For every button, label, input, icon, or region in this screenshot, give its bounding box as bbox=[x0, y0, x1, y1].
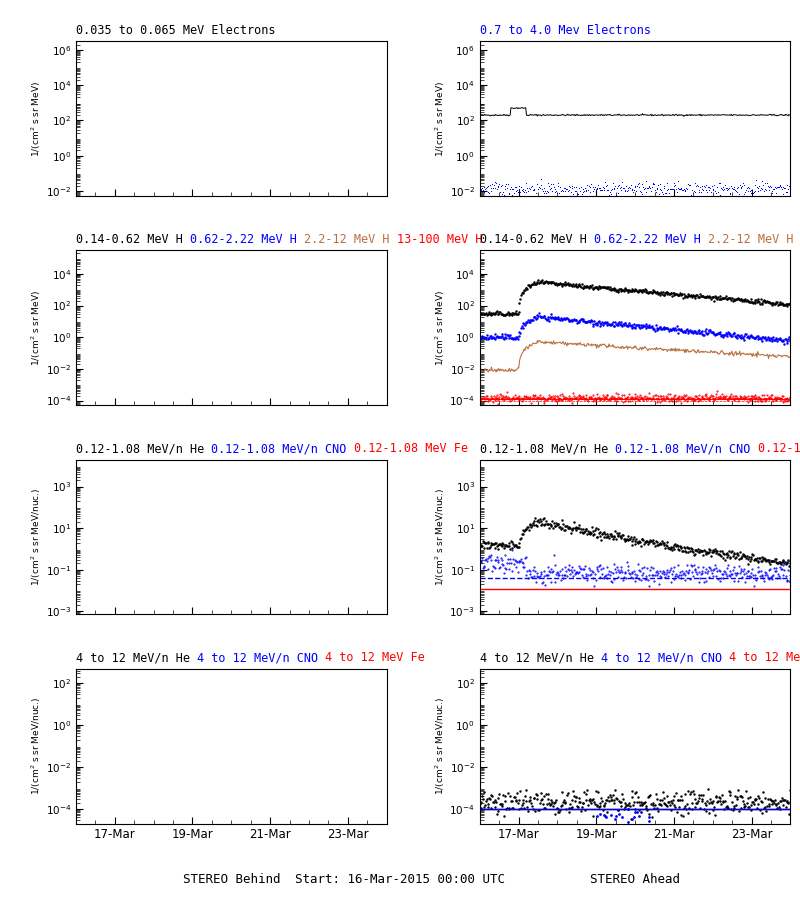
Text: 0.12-1.08 MeV Fe: 0.12-1.08 MeV Fe bbox=[354, 442, 475, 455]
Text: 4 to 12 MeV Fe: 4 to 12 MeV Fe bbox=[326, 651, 432, 664]
Y-axis label: $1/(\mathregular{cm^2}$ s sr MeV/nuc.): $1/(\mathregular{cm^2}$ s sr MeV/nuc.) bbox=[30, 488, 43, 586]
Text: 2.2-12 MeV H: 2.2-12 MeV H bbox=[304, 233, 397, 246]
Text: 13-100 MeV H: 13-100 MeV H bbox=[397, 233, 490, 246]
Y-axis label: $1/(\mathregular{cm^2}$ s sr MeV/nuc.): $1/(\mathregular{cm^2}$ s sr MeV/nuc.) bbox=[433, 697, 446, 796]
Text: 4 to 12 MeV Fe: 4 to 12 MeV Fe bbox=[729, 651, 800, 664]
Text: STEREO Ahead: STEREO Ahead bbox=[590, 873, 680, 886]
Text: 4 to 12 MeV/n He: 4 to 12 MeV/n He bbox=[480, 651, 601, 664]
Y-axis label: $1/(\mathregular{cm^2}$ s sr MeV): $1/(\mathregular{cm^2}$ s sr MeV) bbox=[30, 290, 42, 366]
Text: 0.035 to 0.065 MeV Electrons: 0.035 to 0.065 MeV Electrons bbox=[76, 24, 282, 37]
Text: 0.62-2.22 MeV H: 0.62-2.22 MeV H bbox=[594, 233, 708, 246]
Text: 0.12-1.08 MeV/n He: 0.12-1.08 MeV/n He bbox=[76, 442, 211, 455]
Y-axis label: $1/(\mathregular{cm^2}$ s sr MeV/nuc.): $1/(\mathregular{cm^2}$ s sr MeV/nuc.) bbox=[30, 697, 42, 796]
Y-axis label: $1/(\mathregular{cm^2}$ s sr MeV/nuc.): $1/(\mathregular{cm^2}$ s sr MeV/nuc.) bbox=[434, 488, 446, 586]
Text: 4 to 12 MeV/n CNO: 4 to 12 MeV/n CNO bbox=[197, 651, 326, 664]
Y-axis label: $1/(\mathregular{cm^2}$ s sr MeV): $1/(\mathregular{cm^2}$ s sr MeV) bbox=[433, 290, 446, 366]
Text: 4 to 12 MeV/n He: 4 to 12 MeV/n He bbox=[76, 651, 197, 664]
Text: 0.12-1.08 MeV Fe: 0.12-1.08 MeV Fe bbox=[758, 442, 800, 455]
Y-axis label: $1/(\mathregular{cm^2}$ s sr MeV): $1/(\mathregular{cm^2}$ s sr MeV) bbox=[434, 81, 447, 157]
Text: 4 to 12 MeV/n CNO: 4 to 12 MeV/n CNO bbox=[601, 651, 729, 664]
Text: 0.14-0.62 MeV H: 0.14-0.62 MeV H bbox=[480, 233, 594, 246]
Text: 0.12-1.08 MeV/n CNO: 0.12-1.08 MeV/n CNO bbox=[211, 442, 354, 455]
Y-axis label: $1/(\mathregular{cm^2}$ s sr MeV): $1/(\mathregular{cm^2}$ s sr MeV) bbox=[30, 81, 43, 157]
Text: 0.14-0.62 MeV H: 0.14-0.62 MeV H bbox=[76, 233, 190, 246]
Text: 0.12-1.08 MeV/n CNO: 0.12-1.08 MeV/n CNO bbox=[615, 442, 758, 455]
Text: 0.12-1.08 MeV/n He: 0.12-1.08 MeV/n He bbox=[480, 442, 615, 455]
Text: Start: 16-Mar-2015 00:00 UTC: Start: 16-Mar-2015 00:00 UTC bbox=[295, 873, 505, 886]
Text: 2.2-12 MeV H: 2.2-12 MeV H bbox=[708, 233, 800, 246]
Text: STEREO Behind: STEREO Behind bbox=[182, 873, 280, 886]
Text: 0.7 to 4.0 Mev Electrons: 0.7 to 4.0 Mev Electrons bbox=[480, 24, 658, 37]
Text: 0.62-2.22 MeV H: 0.62-2.22 MeV H bbox=[190, 233, 304, 246]
